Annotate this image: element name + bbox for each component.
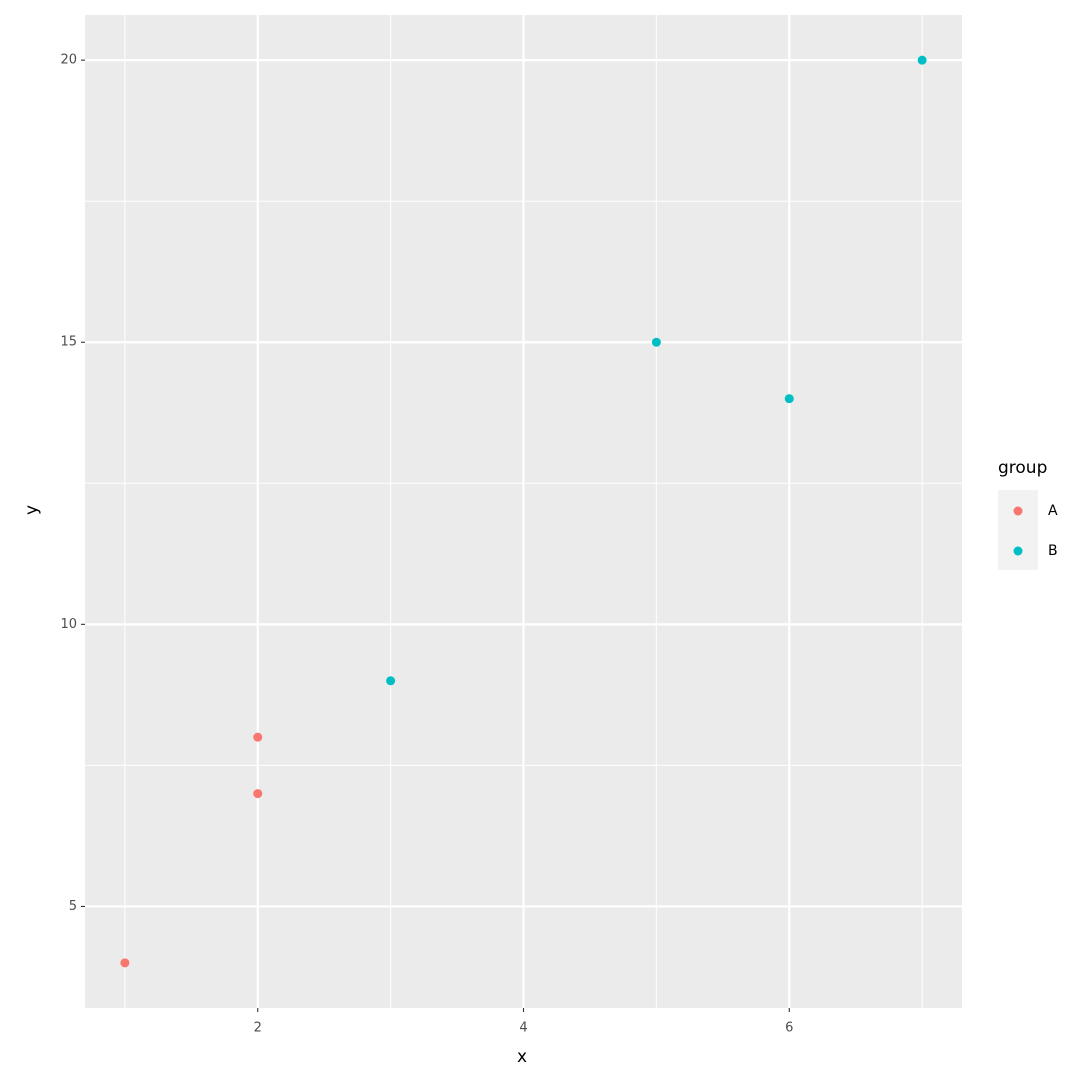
legend-label: B bbox=[1048, 543, 1058, 559]
y-tick-label: 15 bbox=[60, 335, 77, 350]
legend-label: A bbox=[1048, 503, 1058, 519]
x-axis-title: x bbox=[517, 1047, 527, 1067]
x-tick-label: 2 bbox=[254, 1021, 262, 1036]
point bbox=[651, 337, 661, 347]
legend-title: group bbox=[998, 458, 1047, 478]
point bbox=[917, 55, 927, 65]
point bbox=[784, 394, 794, 404]
x-tick-label: 4 bbox=[519, 1021, 527, 1036]
point bbox=[120, 958, 130, 968]
legend-key bbox=[1013, 546, 1023, 556]
grid bbox=[85, 15, 962, 1008]
y-tick-label: 5 bbox=[69, 899, 77, 914]
y-tick-label: 10 bbox=[60, 617, 77, 632]
y-axis-title: y bbox=[22, 505, 42, 515]
legend: AB bbox=[998, 490, 1058, 570]
point bbox=[253, 789, 263, 799]
point bbox=[253, 732, 263, 742]
point bbox=[386, 676, 396, 686]
y-tick-label: 20 bbox=[60, 53, 77, 68]
x-tick-label: 6 bbox=[785, 1021, 793, 1036]
legend-key bbox=[1013, 506, 1023, 516]
legend-background bbox=[998, 490, 1038, 570]
